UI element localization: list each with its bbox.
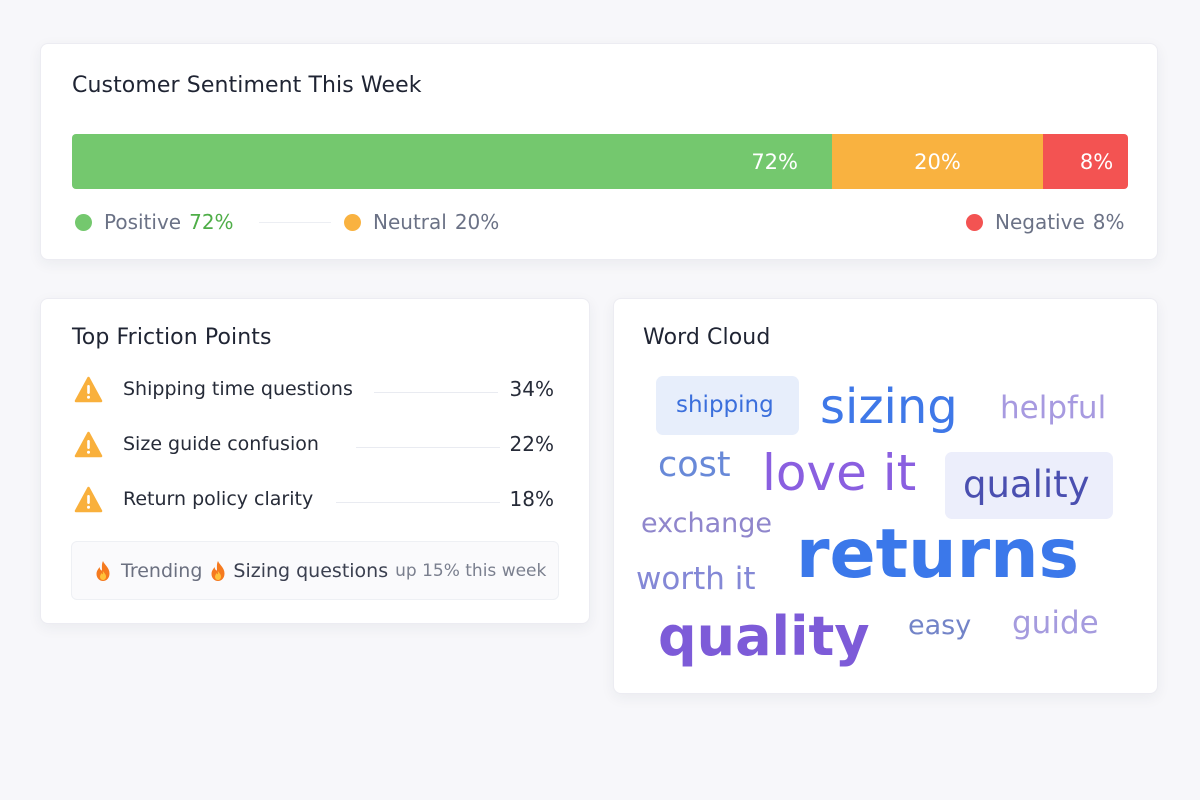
warning-icon [74, 376, 103, 403]
legend-negative: Negative 8% [966, 210, 1125, 234]
sentiment-title: Customer Sentiment This Week [72, 73, 422, 98]
positive-segment-label: 72% [751, 149, 798, 174]
friction-leader-line [374, 392, 498, 393]
positive-dot-icon [75, 213, 92, 231]
negative-segment-label: 8% [1079, 149, 1114, 174]
warning-icon [74, 486, 103, 513]
legend-neutral-value: 20% [454, 210, 500, 234]
friction-leader-line [356, 447, 500, 448]
word-love-it[interactable]: love it [762, 444, 917, 502]
legend-negative-value: 8% [1092, 210, 1125, 234]
friction-item[interactable]: Shipping time questions 34% [74, 375, 554, 407]
fire-icon [96, 560, 110, 581]
legend-neutral-label: Neutral [373, 210, 447, 234]
trending-note: up 15% this week [395, 560, 547, 581]
legend-neutral: Neutral 20% [344, 210, 499, 234]
word-helpful[interactable]: helpful [1000, 390, 1107, 426]
word-cost[interactable]: cost [658, 445, 731, 485]
word-quality-boxed[interactable]: quality [963, 463, 1090, 506]
trending-topic: Sizing questions [233, 559, 389, 582]
friction-item[interactable]: Return policy clarity 18% [74, 485, 554, 517]
warning-icon [74, 431, 103, 458]
legend-negative-label: Negative [995, 210, 1085, 234]
word-sizing[interactable]: sizing [820, 379, 958, 435]
legend-divider [259, 222, 331, 223]
word-worth-it[interactable]: worth it [636, 561, 756, 597]
word-returns[interactable]: returns [796, 515, 1079, 594]
friction-label: Return policy clarity [123, 488, 314, 510]
positive-segment[interactable]: 72% [72, 134, 832, 189]
neutral-dot-icon [344, 213, 361, 231]
word-easy[interactable]: easy [908, 610, 972, 641]
trending-banner[interactable]: Trending Sizing questions up 15% this we… [71, 541, 559, 600]
friction-label: Size guide confusion [123, 433, 319, 455]
word-highlight [656, 376, 799, 435]
legend-positive-label: Positive [104, 210, 182, 234]
friction-title: Top Friction Points [72, 325, 272, 350]
word-highlight [945, 452, 1113, 519]
negative-dot-icon [966, 213, 983, 231]
word-cloud-card: Word Cloud shipping sizing helpful cost … [613, 298, 1158, 694]
word-cloud-title: Word Cloud [643, 325, 771, 350]
word-shipping[interactable]: shipping [676, 392, 774, 418]
friction-value: 34% [509, 377, 554, 401]
fire-icon [211, 560, 225, 581]
friction-card: Top Friction Points Shipping time questi… [40, 298, 590, 624]
friction-leader-line [336, 502, 500, 503]
friction-value: 18% [509, 487, 554, 511]
word-guide[interactable]: guide [1012, 605, 1099, 641]
friction-label: Shipping time questions [123, 378, 353, 400]
sentiment-card: Customer Sentiment This Week 72% 20% 8% … [40, 43, 1158, 260]
neutral-segment[interactable]: 20% [832, 134, 1043, 189]
sentiment-bar: 72% 20% 8% [72, 134, 1128, 189]
neutral-segment-label: 20% [914, 149, 961, 174]
word-quality[interactable]: quality [658, 605, 870, 668]
negative-segment[interactable]: 8% [1043, 134, 1128, 189]
legend-positive-value: 72% [189, 210, 234, 234]
word-exchange[interactable]: exchange [641, 508, 773, 539]
legend-positive: Positive 72% [75, 210, 234, 234]
trending-label: Trending [121, 559, 203, 582]
friction-item[interactable]: Size guide confusion 22% [74, 430, 554, 462]
friction-value: 22% [509, 432, 554, 456]
